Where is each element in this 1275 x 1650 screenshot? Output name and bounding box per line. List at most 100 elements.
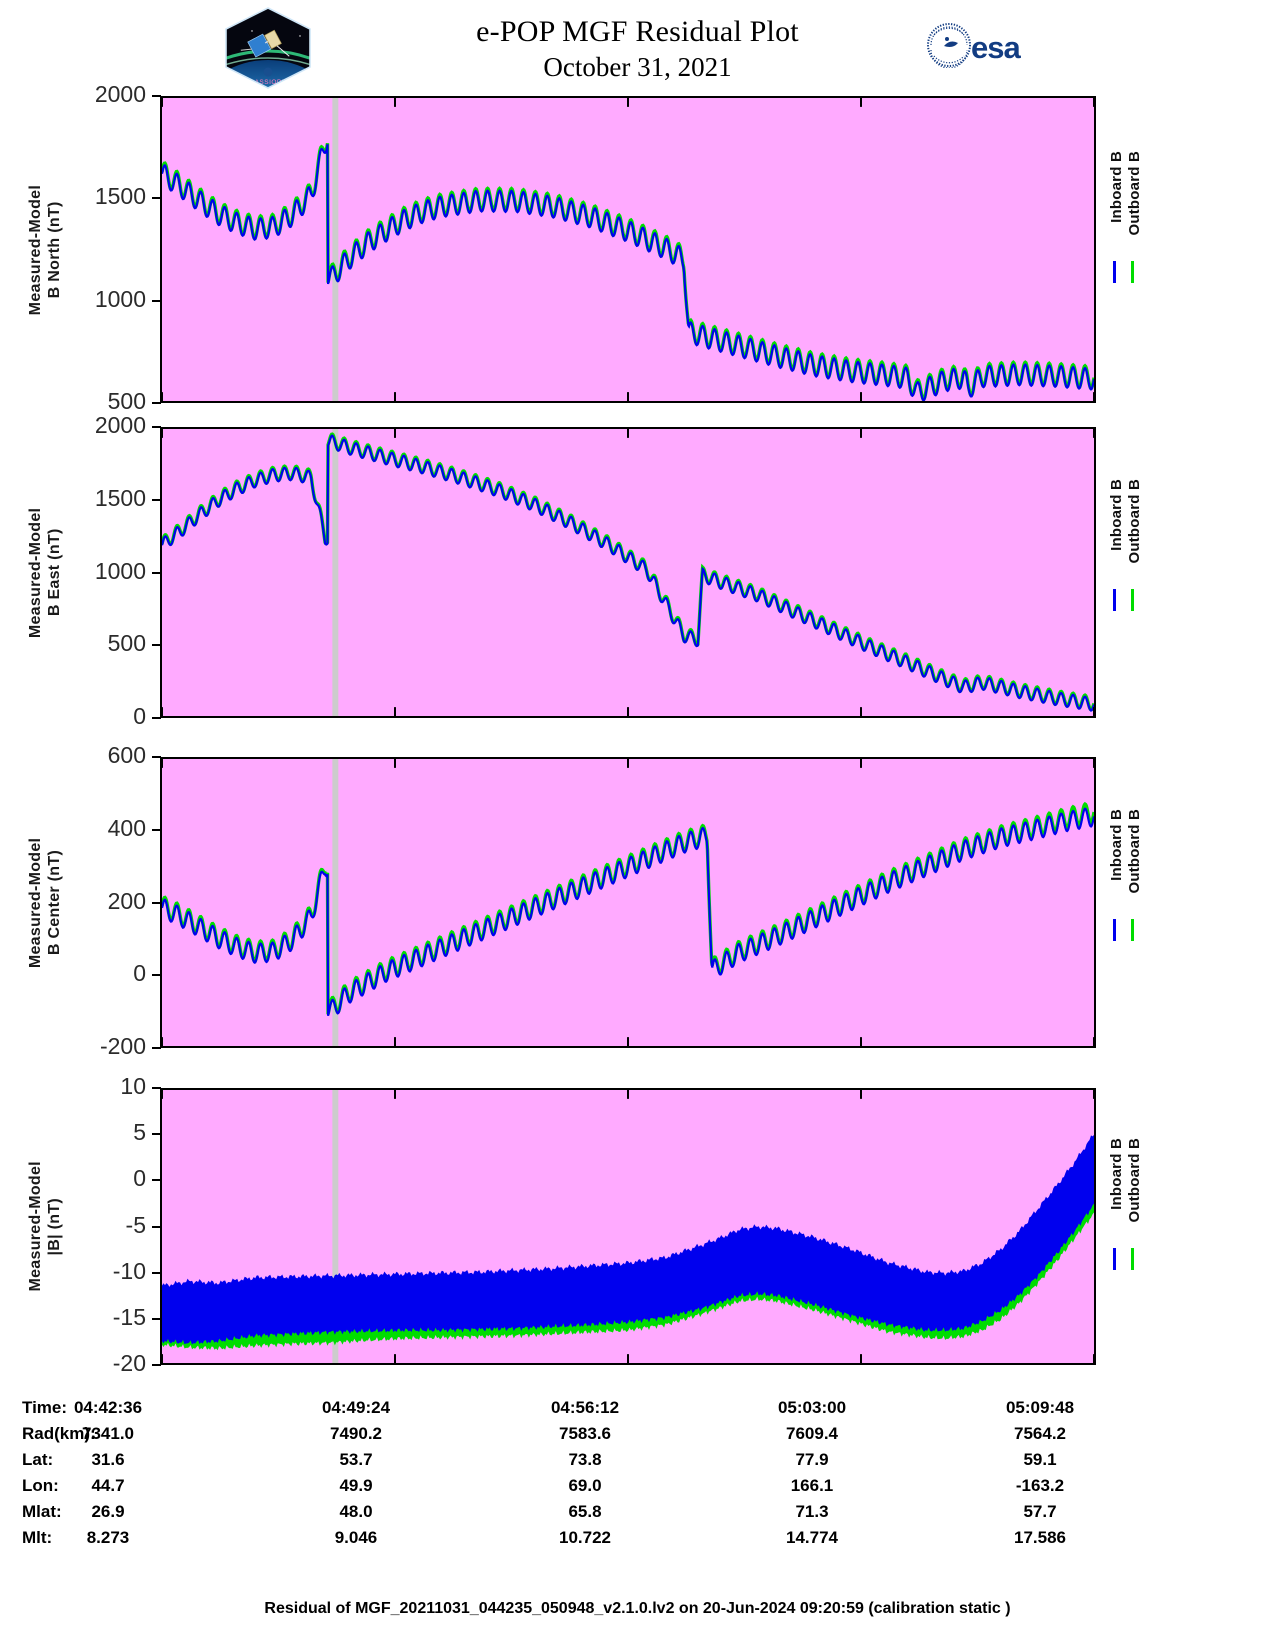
ytick-label-b-magnitude-0: 0: [133, 1165, 146, 1192]
legend-b-center: Inboard B Outboard B: [1106, 809, 1166, 1013]
table-row: Time: 04:42:36 04:49:24 04:56:12 05:03:00 05:…: [0, 1398, 1275, 1424]
legend-swatch-outboard: [1131, 589, 1134, 612]
ytick-label-b-east-2000: 2000: [94, 412, 146, 438]
ytick-label-b-center-200: 200: [107, 887, 146, 914]
ytick-mark: [152, 974, 161, 977]
table-cell: 48.0: [339, 1502, 373, 1521]
ytick-label-b-magnitude-5: 5: [133, 1119, 146, 1146]
ytick-label-b-north-1000: 1000: [94, 285, 146, 312]
table-cell: 31.6: [91, 1450, 125, 1469]
table-cell: 04:49:24: [321, 1398, 391, 1417]
yaxis-label-b-magnitude: Measured-Model |B| (nT): [27, 1161, 63, 1292]
legend-b-east: Inboard B Outboard B: [1106, 479, 1166, 683]
ytick-label-b-north-500: 500: [107, 388, 146, 414]
table-cell: 7490.2: [330, 1424, 382, 1443]
legend-swatch-inboard: [1113, 589, 1116, 612]
table-cell: 17.586: [1014, 1528, 1066, 1547]
legend-b-north: Inboard B Outboard B: [1106, 151, 1166, 366]
legend-label-inboard: Inboard B: [1108, 151, 1125, 224]
legend-b-magnitude: Inboard B Outboard B: [1106, 1138, 1166, 1332]
ytick-mark: [152, 197, 161, 200]
legend-swatch-outboard: [1131, 919, 1134, 942]
table-cell: 7609.4: [786, 1424, 838, 1443]
svg-text:CASSIOPE: CASSIOPE: [249, 79, 286, 86]
ytick-mark: [152, 644, 161, 647]
ytick-mark: [152, 426, 161, 428]
table-row-label: Lon:: [22, 1476, 59, 1495]
ytick-mark: [152, 1317, 161, 1320]
table-cell: 77.9: [795, 1450, 829, 1469]
ytick-mark: [152, 1364, 161, 1366]
table-row: Mlt: 8.273 9.046 10.722 14.774 17.586: [0, 1528, 1275, 1554]
table-row: Rad(km): 7341.0 7490.2 7583.6 7609.4 7564.2: [0, 1424, 1275, 1450]
title-main: e-POP MGF Residual Plot: [476, 15, 799, 48]
table-cell: -163.2: [1015, 1476, 1065, 1495]
plot-area-b-center[interactable]: [160, 757, 1096, 1048]
table-row-label: Lat:: [22, 1450, 54, 1469]
plot-caption: Residual of MGF_20211031_044235_050948_v…: [264, 1600, 1011, 1617]
table-cell: 44.7: [91, 1476, 125, 1495]
esa-logo-icon: esa: [925, 22, 1047, 69]
table-cell: 7564.2: [1014, 1424, 1066, 1443]
series-inboard-b: [162, 144, 1094, 401]
table-cell: 73.8: [568, 1450, 602, 1469]
table-row: Lon: 44.7 49.9 69.0 166.1 -163.2: [0, 1476, 1275, 1502]
ytick-label-b-east-1000: 1000: [94, 557, 146, 584]
ytick-mark: [152, 1225, 161, 1228]
table-cell: 8.273: [86, 1528, 130, 1547]
ytick-label-b-north-2000: 2000: [94, 81, 146, 107]
table-cell: 26.9: [91, 1502, 125, 1521]
ytick-label-b-magnitude--20: -20: [112, 1350, 146, 1376]
legend-label-inboard: Inboard B: [1108, 809, 1125, 882]
ytick-label-b-center-600: 600: [107, 742, 146, 768]
yaxis-label-b-north: Measured-Model B North (nT): [27, 184, 63, 315]
table-cell: 04:42:36: [73, 1398, 143, 1417]
data-gap-marker: [332, 429, 339, 716]
legend-label-inboard: Inboard B: [1108, 1137, 1125, 1210]
plot-area-b-north[interactable]: [160, 96, 1096, 403]
ytick-mark: [152, 1133, 161, 1136]
svg-text:esa: esa: [971, 30, 1021, 65]
data-gap-marker: [332, 759, 339, 1046]
table-cell: 10.722: [559, 1528, 611, 1547]
cassiope-mission-logo-icon: CASSIOPE: [222, 6, 314, 90]
legend-label-outboard: Outboard B: [1126, 479, 1143, 564]
legend-swatch-inboard: [1113, 261, 1116, 284]
legend-label-outboard: Outboard B: [1126, 151, 1143, 236]
table-row: Lat: 31.6 53.7 73.8 77.9 59.1: [0, 1450, 1275, 1476]
plot-area-b-east[interactable]: [160, 427, 1096, 718]
ytick-label-b-magnitude--15: -15: [112, 1303, 146, 1330]
yaxis-label-b-center: Measured-Model B Center (nT): [27, 837, 63, 968]
legend-label-outboard: Outboard B: [1126, 1137, 1143, 1223]
ytick-mark: [152, 571, 161, 574]
ytick-label-b-center--200: -200: [99, 1033, 146, 1059]
page-header: CASSIOPE e-POP MGF Residual Plot October…: [0, 0, 1275, 95]
table-cell: 65.8: [568, 1502, 602, 1521]
legend-label-outboard: Outboard B: [1126, 809, 1143, 894]
ytick-mark: [152, 1087, 161, 1089]
legend-swatch-outboard: [1131, 1247, 1134, 1270]
ytick-mark: [152, 299, 161, 302]
legend-swatch-inboard: [1113, 919, 1116, 942]
table-row: Mlat: 26.9 48.0 65.8 71.3 57.7: [0, 1502, 1275, 1528]
ytick-mark: [152, 828, 161, 831]
series-outboard-b: [162, 432, 1094, 712]
ytick-label-b-north-1500: 1500: [94, 183, 146, 210]
table-cell: 7341.0: [82, 1424, 134, 1443]
plot-area-b-magnitude[interactable]: [160, 1088, 1096, 1365]
legend-swatch-outboard: [1131, 261, 1134, 284]
table-cell: 166.1: [790, 1476, 834, 1495]
ytick-label-b-magnitude--5: -5: [125, 1211, 146, 1238]
ytick-label-b-east-0: 0: [133, 703, 146, 729]
ytick-mark: [152, 756, 161, 758]
table-row-label: Mlt:: [22, 1528, 53, 1547]
table-cell: 49.9: [339, 1476, 373, 1495]
table-cell: 69.0: [568, 1476, 602, 1495]
ytick-mark: [152, 1271, 161, 1274]
page-title: e-POP MGF Residual Plot October 31, 2021: [0, 14, 1275, 84]
ytick-mark: [152, 498, 161, 501]
ytick-mark: [152, 402, 161, 404]
table-cell: 05:03:00: [777, 1398, 847, 1417]
data-gap-marker: [332, 98, 339, 401]
